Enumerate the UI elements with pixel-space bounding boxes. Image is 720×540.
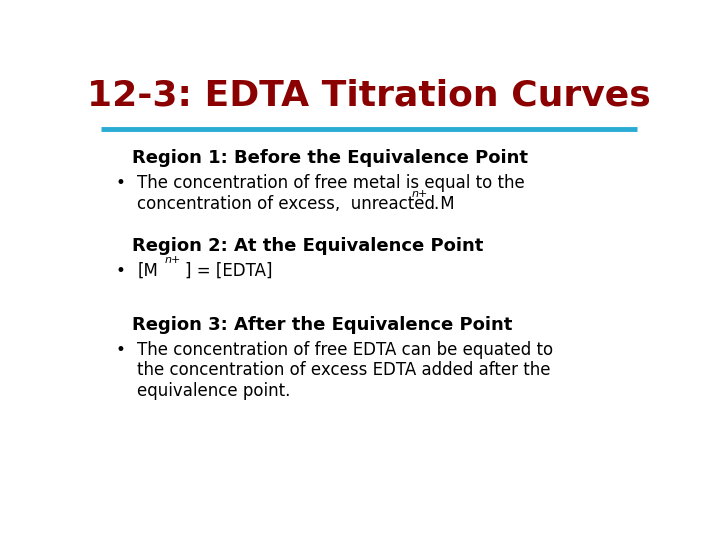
Text: Region 2: At the Equivalence Point: Region 2: At the Equivalence Point (132, 237, 483, 255)
Text: ] = [EDTA]: ] = [EDTA] (186, 261, 273, 280)
Text: equivalence point.: equivalence point. (138, 382, 291, 400)
Text: n+: n+ (164, 255, 181, 265)
Text: •: • (115, 261, 125, 280)
Text: The concentration of free EDTA can be equated to: The concentration of free EDTA can be eq… (138, 341, 554, 359)
Text: Region 3: After the Equivalence Point: Region 3: After the Equivalence Point (132, 316, 512, 334)
Text: .: . (433, 195, 438, 213)
Text: The concentration of free metal is equal to the: The concentration of free metal is equal… (138, 174, 525, 192)
Text: [M: [M (138, 261, 158, 280)
Text: •: • (115, 174, 125, 192)
Text: the concentration of excess EDTA added after the: the concentration of excess EDTA added a… (138, 361, 551, 380)
Text: n+: n+ (412, 188, 428, 199)
Text: Region 1: Before the Equivalence Point: Region 1: Before the Equivalence Point (132, 150, 528, 167)
Text: 12-3: EDTA Titration Curves: 12-3: EDTA Titration Curves (87, 79, 651, 113)
Text: •: • (115, 341, 125, 359)
Text: concentration of excess,  unreacted M: concentration of excess, unreacted M (138, 195, 455, 213)
